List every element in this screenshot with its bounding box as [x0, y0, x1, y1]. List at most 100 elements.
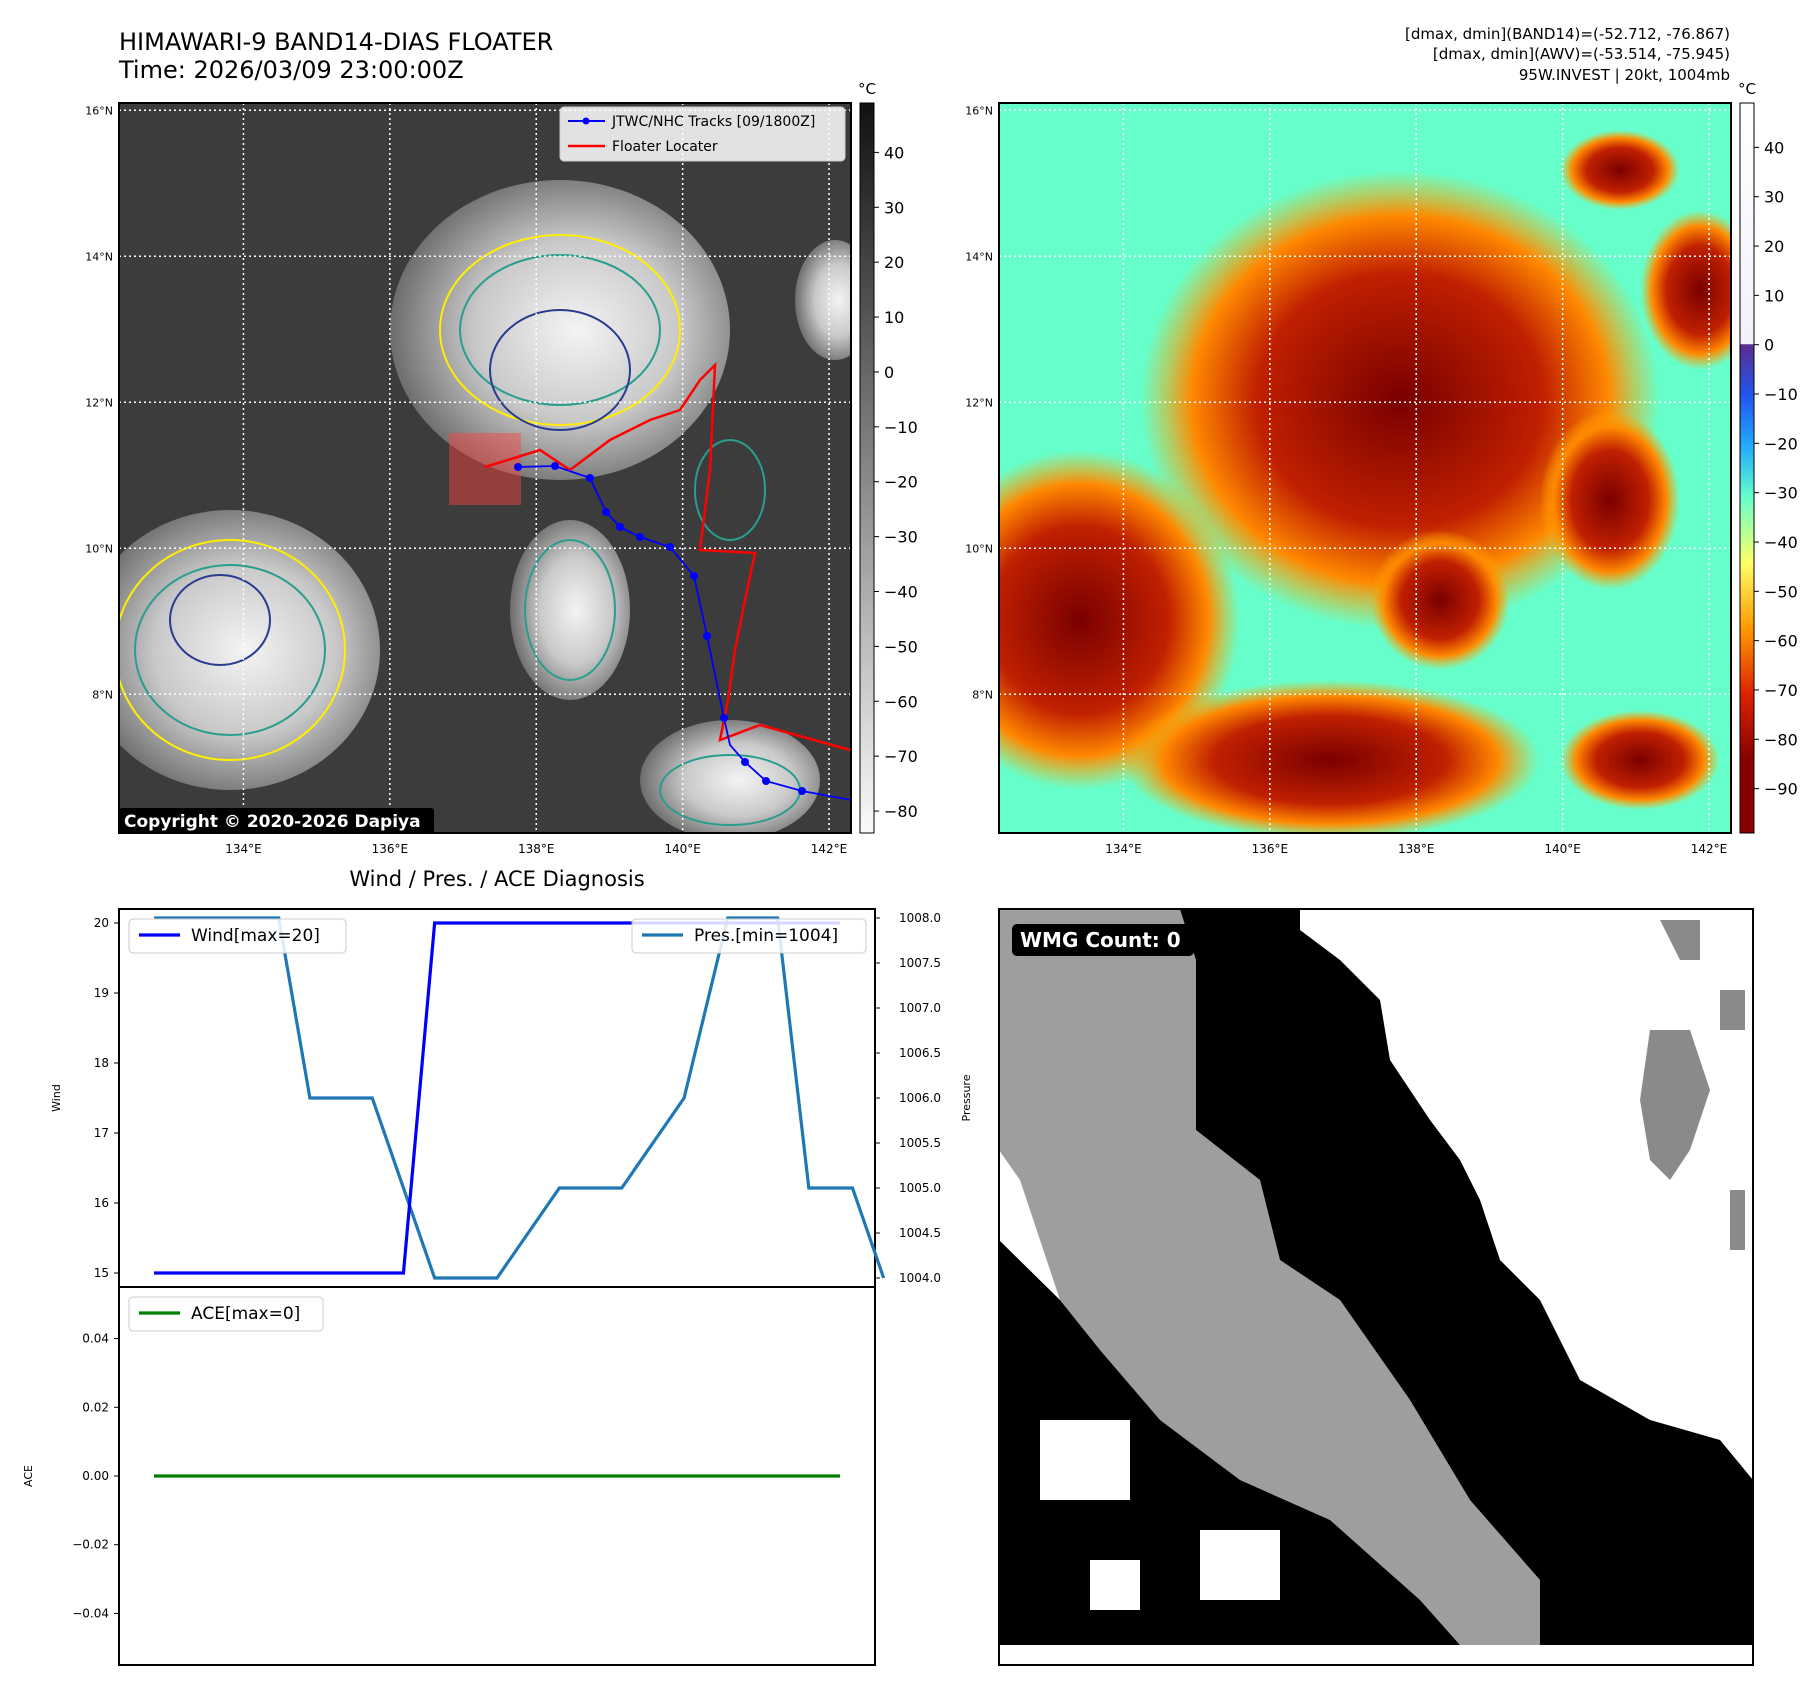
lat-tick-label: 10°N	[965, 542, 993, 555]
colorbar-tick-label: −20	[884, 473, 918, 492]
awv-colorbar: °C 40 30 20 10 0 −10 −20 −30 −40 −50 −60 −70 −80 −90	[1738, 80, 1798, 834]
colorbar-tick-label: 10	[884, 308, 904, 327]
track-point	[741, 758, 749, 766]
lon-tick-label: 136°E	[1252, 842, 1289, 856]
floater-locater-line	[484, 361, 851, 752]
colorbar-tick-label: −70	[1764, 681, 1798, 700]
awv-map-panel: 16°N 14°N 12°N 10°N 8°N 134°E 136°E 138°E 140°E 1…	[965, 102, 1732, 856]
info-band14: [dmax, dmin](BAND14)=(-52.712, -76.867)	[1405, 25, 1730, 43]
track-point	[616, 523, 624, 531]
ace-plot: 0.04 0.02 0.00 −0.02 −0.04 ACE ACE[max=0]	[22, 1286, 876, 1666]
pressure-tick-label: 1007.0	[899, 1001, 941, 1015]
wmg-count-label: WMG Count: 0	[1020, 928, 1181, 952]
wind-tick-label: 16	[94, 1196, 109, 1210]
wind-tick-label: 17	[94, 1126, 109, 1140]
pressure-tick-label: 1005.5	[899, 1136, 941, 1150]
figure-title: HIMAWARI-9 BAND14-DIAS FLOATER	[119, 28, 553, 56]
ace-legend: ACE[max=0]	[128, 1296, 324, 1332]
colorbar-tick-label: −30	[884, 528, 918, 547]
colorbar-tick-label: −90	[1764, 780, 1798, 799]
lon-tick-label: 140°E	[664, 842, 701, 856]
wmg-field	[999, 909, 1753, 1645]
pressure-tick-label: 1004.0	[899, 1271, 941, 1285]
pressure-tick-label: 1006.5	[899, 1046, 941, 1060]
ir-gridlines: 16°N 14°N 12°N 10°N 8°N 134°E 136°E 138°E 140°E 1…	[85, 103, 851, 856]
colorbar-tick-label: −60	[884, 692, 918, 711]
pressure-tick-label: 1004.5	[899, 1226, 941, 1240]
colorbar-tick-label: 40	[884, 143, 904, 162]
track-point	[798, 787, 806, 795]
pressure-series-line	[154, 916, 886, 1280]
track-point	[551, 462, 559, 470]
info-awv: [dmax, dmin](AWV)=(-53.514, -75.945)	[1433, 45, 1730, 63]
ace-legend-label: ACE[max=0]	[191, 1304, 300, 1324]
pressure-legend-label: Pres.[min=1004]	[694, 926, 838, 946]
colorbar-tick-label: 30	[884, 198, 904, 217]
ir-legend: JTWC/NHC Tracks [09/1800Z] Floater Locat…	[559, 106, 846, 162]
lon-tick-label: 142°E	[1691, 842, 1728, 856]
awv-gridlines: 16°N 14°N 12°N 10°N 8°N 134°E 136°E 138°E 140°E 1…	[965, 103, 1731, 856]
wind-legend-label: Wind[max=20]	[191, 926, 320, 946]
wind-tick-label: 19	[94, 986, 109, 1000]
colorbar-tick-label: −40	[884, 582, 918, 601]
lat-tick-label: 16°N	[85, 104, 113, 117]
colorbar-tick-label: 10	[1764, 286, 1784, 305]
diagnosis-title: Wind / Pres. / ACE Diagnosis	[349, 867, 644, 891]
lon-tick-label: 142°E	[811, 842, 848, 856]
colorbar-tick-label: −40	[1764, 533, 1798, 552]
wind-tick-label: 15	[94, 1266, 109, 1280]
colorbar-tick-label: −20	[1764, 434, 1798, 453]
lat-tick-label: 12°N	[965, 396, 993, 409]
colorbar-tick-label: 0	[1764, 336, 1774, 355]
pressure-legend: Pres.[min=1004]	[631, 918, 867, 954]
ace-axis-label: ACE	[22, 1465, 35, 1487]
track-point	[636, 533, 644, 541]
colorbar-tick-label: −50	[884, 637, 918, 656]
pressure-tick-label: 1006.0	[899, 1091, 941, 1105]
track-point	[762, 777, 770, 785]
ace-tick-label: 0.00	[82, 1469, 109, 1483]
lat-tick-label: 8°N	[972, 688, 993, 701]
wind-pressure-plot: 20 19 18 17 16 15 1008.0 1007.5 1007.0 1006.5 100…	[50, 908, 973, 1288]
wmg-panel: WMG Count: 0	[998, 908, 1754, 1666]
lat-tick-label: 10°N	[85, 542, 113, 555]
pressure-axis-label: Pressure	[960, 1074, 973, 1121]
wind-tick-label: 20	[94, 916, 109, 930]
copyright-badge	[119, 808, 434, 834]
legend-floater-label: Floater Locater	[612, 139, 718, 155]
colorbar-tick-label: −80	[1764, 730, 1798, 749]
colorbar-tick-label: 20	[884, 253, 904, 272]
track-point	[586, 474, 594, 482]
colorbar-tick-label: −60	[1764, 632, 1798, 651]
info-storm: 95W.INVEST | 20kt, 1004mb	[1519, 66, 1730, 84]
lat-tick-label: 16°N	[965, 104, 993, 117]
wind-legend: Wind[max=20]	[128, 918, 347, 954]
colorbar-tick-label: 20	[1764, 237, 1784, 256]
copyright-text: Copyright © 2020-2026 Dapiya	[124, 812, 421, 832]
lon-tick-label: 136°E	[372, 842, 409, 856]
pressure-tick-label: 1005.0	[899, 1181, 941, 1195]
figure-time: Time: 2026/03/09 23:00:00Z	[118, 56, 464, 84]
wind-axis-label: Wind	[50, 1084, 63, 1112]
colorbar-tick-label: 30	[1764, 188, 1784, 207]
track-point	[514, 463, 522, 471]
legend-track-label: JTWC/NHC Tracks [09/1800Z]	[611, 114, 815, 130]
lat-tick-label: 14°N	[85, 250, 113, 263]
ir-map-panel: 16°N 14°N 12°N 10°N 8°N 134°E 136°E 138°E 140°E 1…	[85, 102, 852, 856]
track-point	[602, 508, 610, 516]
lon-tick-label: 134°E	[225, 842, 262, 856]
lat-tick-label: 8°N	[92, 688, 113, 701]
colorbar-tick-label: −10	[1764, 385, 1798, 404]
track-points	[514, 462, 806, 795]
track-point	[703, 632, 711, 640]
colorbar-tick-label: −50	[1764, 582, 1798, 601]
wind-tick-label: 18	[94, 1056, 109, 1070]
colorbar-tick-label: −80	[884, 802, 918, 821]
lat-tick-label: 12°N	[85, 396, 113, 409]
colorbar-tick-label: −70	[884, 747, 918, 766]
lon-tick-label: 134°E	[1105, 842, 1142, 856]
colorbar-tick-label: −10	[884, 418, 918, 437]
track-point	[720, 714, 728, 722]
awv-cbar-unit: °C	[1738, 80, 1756, 98]
